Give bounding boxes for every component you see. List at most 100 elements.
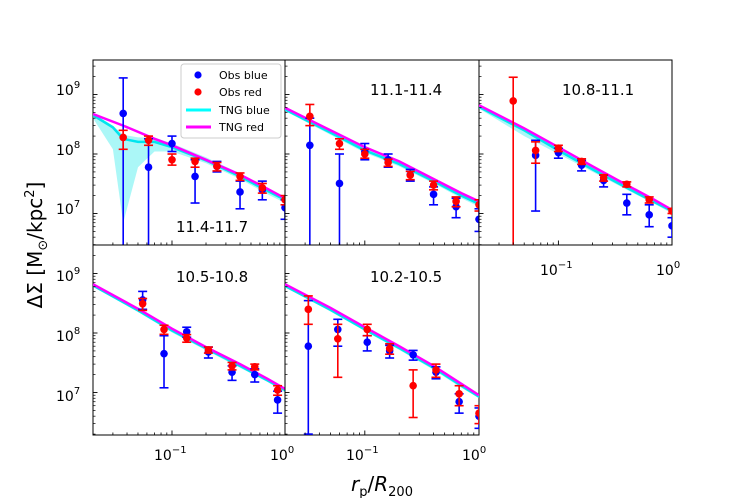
obs-red-point: [455, 390, 463, 398]
obs-red-point: [281, 195, 285, 204]
obs-red-point: [429, 181, 438, 189]
obs-blue-point: [236, 188, 244, 196]
tng-red-line: [479, 104, 672, 211]
tng-blue-line: [479, 105, 672, 213]
tng-blue-line: [93, 114, 285, 201]
y-tick-label: 109: [56, 266, 80, 285]
obs-blue-point: [168, 139, 176, 148]
obs-blue-point: [335, 179, 344, 188]
obs-red-point: [138, 299, 147, 308]
panel-marks: [93, 77, 285, 245]
obs-red-point: [191, 157, 199, 166]
obs-blue-point: [668, 222, 672, 230]
obs-red-point: [622, 180, 631, 189]
panel-marks: [285, 283, 479, 435]
obs-blue-point: [250, 370, 259, 379]
panel-3: 10.5-10.8: [92, 244, 286, 436]
panel-label: 10.5-10.8: [176, 268, 248, 286]
x-tick-label: 10−1: [540, 260, 573, 279]
obs-blue-point: [475, 215, 479, 224]
obs-red-point: [213, 162, 221, 171]
tng-blue-line: [285, 108, 479, 206]
obs-red-point: [304, 305, 313, 314]
obs-red-point: [599, 173, 608, 182]
obs-blue-point: [429, 190, 438, 199]
panel-0: 11.4-11.7: [92, 59, 286, 246]
legend-marker-obs-blue: [194, 71, 202, 79]
legend-label: TNG red: [218, 121, 264, 134]
obs-red-point: [668, 207, 672, 215]
x-tick-label: 100: [462, 445, 486, 464]
x-axis-title: rp/R200: [351, 472, 413, 498]
obs-red-point: [144, 136, 153, 145]
y-tick-label: 107: [56, 386, 80, 405]
legend-frame: [180, 63, 282, 139]
obs-red-point: [236, 172, 244, 181]
obs-red-point: [554, 144, 563, 153]
obs-red-point: [475, 201, 479, 209]
legend: Obs blue Obs red TNG blue TNG red: [180, 63, 282, 139]
obs-red-point: [406, 171, 415, 180]
obs-red-point: [119, 133, 127, 142]
obs-red-point: [363, 325, 372, 334]
obs-red-point: [250, 363, 259, 371]
panel-label: 10.8-11.1: [562, 81, 634, 99]
obs-red-point: [333, 334, 342, 343]
obs-blue-point: [182, 327, 191, 336]
obs-red-point: [258, 184, 267, 192]
obs-red-point: [432, 366, 440, 374]
panel-frame: [284, 244, 480, 436]
obs-red-point: [577, 157, 586, 166]
obs-blue-point: [119, 109, 127, 118]
panel-label: 11.1-11.4: [370, 81, 442, 99]
x-tick-label: 10−1: [346, 445, 379, 464]
obs-red-point: [509, 97, 517, 105]
x-tick-label: 10−1: [154, 445, 187, 464]
obs-blue-point: [645, 211, 654, 219]
obs-red-point: [361, 150, 369, 158]
obs-blue-point: [306, 141, 314, 150]
obs-red-point: [204, 346, 213, 354]
legend-label: Obs blue: [219, 69, 268, 82]
legend-marker-obs-red: [194, 88, 202, 96]
panel-frame: [478, 59, 673, 246]
y-tick-labels-top: 109 108 107: [56, 80, 80, 218]
obs-blue-point: [273, 396, 282, 404]
y-tick-label: 108: [56, 140, 80, 159]
panel-2: 10.8-11.1: [478, 59, 673, 246]
obs-red-point: [182, 334, 191, 342]
obs-red-point: [384, 158, 392, 167]
panel-1: 11.1-11.4: [284, 59, 480, 246]
panel-marks: [93, 283, 285, 414]
x-tick-label: 100: [270, 445, 294, 464]
obs-blue-point: [281, 203, 285, 212]
obs-red-point: [452, 197, 460, 206]
y-tick-label: 108: [56, 326, 80, 345]
obs-blue-point: [160, 349, 168, 358]
obs-red-point: [273, 386, 282, 394]
obs-red-point: [409, 381, 417, 390]
obs-blue-point: [191, 172, 199, 181]
panel-label: 11.4-11.7: [176, 218, 248, 236]
axis-ticks: [92, 65, 673, 435]
tng-blue-band: [285, 284, 479, 399]
obs-red-point: [160, 325, 168, 334]
obs-blue-point: [363, 338, 372, 347]
obs-blue-point: [409, 351, 417, 359]
obs-red-point: [168, 155, 176, 164]
obs-blue-point: [622, 199, 631, 207]
panel-4: 10.2-10.5: [284, 244, 480, 436]
legend-label: TNG blue: [218, 104, 270, 117]
tng-red-line: [285, 283, 479, 397]
y-tick-label: 109: [56, 80, 80, 99]
obs-red-point: [228, 362, 236, 370]
tng-red-line: [285, 106, 479, 203]
panel-label: 10.2-10.5: [370, 268, 442, 286]
y-tick-label: 107: [56, 199, 80, 218]
obs-red-point: [385, 344, 394, 353]
y-tick-labels-bottom: 109 108 107: [56, 266, 80, 405]
obs-blue-point: [304, 342, 313, 351]
panel-marks: [479, 76, 672, 245]
obs-red-point: [306, 112, 314, 121]
